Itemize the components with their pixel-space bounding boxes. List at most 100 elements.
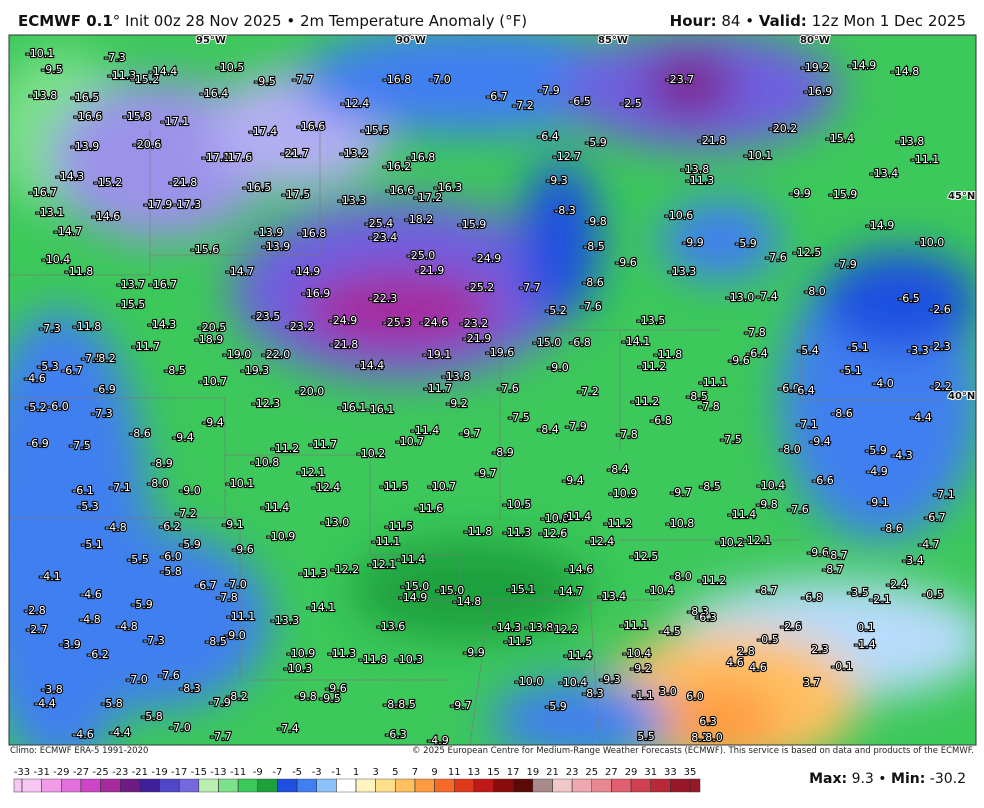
anomaly-label: -6.4	[746, 347, 767, 360]
anomaly-label: -7.5	[720, 433, 741, 446]
anomaly-label: -8.3	[687, 605, 708, 618]
anomaly-label: -9.7	[475, 467, 496, 480]
anomaly-label: -9.3	[599, 673, 620, 686]
anomaly-label: -1.4	[854, 638, 875, 651]
anomaly-label: -13.9	[255, 226, 283, 239]
anomaly-label: -15.6	[191, 243, 219, 256]
anomaly-label: -24.6	[420, 316, 448, 329]
anomaly-label: -11.2	[271, 442, 299, 455]
anomaly-label: -4.4	[109, 726, 130, 739]
colorbar-cell	[178, 778, 200, 793]
anomaly-label: -9.4	[172, 431, 193, 444]
anomaly-label: -5.1	[840, 364, 861, 377]
colorbar-tick-label: -25	[92, 767, 108, 778]
anomaly-label: -3.3	[907, 344, 928, 357]
colorbar-cell	[139, 778, 160, 793]
colorbar-tick-label: 15	[487, 767, 500, 778]
anomaly-label: -14.7	[54, 225, 82, 238]
colorbar-cell	[159, 778, 180, 793]
colorbar-tick-label: -19	[151, 767, 167, 778]
anomaly-label: -12.5	[630, 550, 658, 563]
anomaly-label: -7.4	[756, 290, 777, 303]
anomaly-label: -15.5	[361, 124, 389, 137]
colorbar-tick-label: 17	[507, 767, 520, 778]
anomaly-label: -4.3	[891, 449, 912, 462]
colorbar-tick-label: 21	[546, 767, 559, 778]
anomaly-label: -2.8	[24, 604, 45, 617]
colorbar-tick-label: -1	[331, 767, 341, 778]
anomaly-label: 0.1	[857, 621, 875, 634]
anomaly-label: -14.6	[92, 210, 120, 223]
anomaly-label: -17.1	[202, 151, 230, 164]
anomaly-label: -9.9	[789, 187, 810, 200]
anomaly-label: -9.2	[630, 662, 651, 675]
anomaly-label: -5.9	[179, 538, 200, 551]
anomaly-label: -6.2	[87, 648, 108, 661]
colorbar-tick-label: 35	[684, 767, 697, 778]
anomaly-label: -13.8	[442, 370, 470, 383]
anomaly-label: -8.0	[147, 477, 168, 490]
anomaly-label: -8.6	[831, 407, 852, 420]
colorbar-cell	[454, 778, 475, 793]
anomaly-label: -8.0	[670, 570, 691, 583]
anomaly-label: -6.3	[385, 728, 406, 741]
colorbar-tick-label: 1	[353, 767, 359, 778]
anomaly-label: -10.0	[916, 236, 944, 249]
colorbar-tick-label: -3	[312, 767, 322, 778]
colorbar-cell	[532, 778, 553, 793]
colorbar-tick-label: -31	[33, 767, 49, 778]
anomaly-label: -16.2	[383, 160, 411, 173]
colorbar-cell	[257, 778, 278, 793]
anomaly-label: -5.1	[81, 538, 102, 551]
anomaly-label: -6.8	[650, 414, 671, 427]
anomaly-label: -11.4	[564, 649, 592, 662]
anomaly-label: -11.7	[424, 382, 452, 395]
anomaly-label: -16.6	[386, 184, 414, 197]
anomaly-label: -7.0	[429, 73, 450, 86]
anomaly-label: -10.0	[515, 675, 543, 688]
coord-label: 45°N	[948, 191, 975, 202]
anomaly-label: -9.8	[756, 498, 777, 511]
anomaly-label: -16.1	[338, 401, 366, 414]
anomaly-label: -11.5	[385, 520, 413, 533]
anomaly-label: -22.0	[262, 348, 290, 361]
anomaly-label: -5.3	[37, 360, 58, 373]
anomaly-label: -10.9	[609, 487, 637, 500]
anomaly-label: -6.7	[924, 511, 945, 524]
anomaly-label: -6.0	[160, 550, 181, 563]
anomaly-label: -2.3	[929, 340, 950, 353]
colorbar-cell	[355, 778, 376, 793]
anomaly-label: -10.4	[757, 479, 785, 492]
anomaly-label: -19.1	[423, 348, 451, 361]
anomaly-label: -19.2	[801, 61, 829, 74]
anomaly-label: -13.2	[340, 147, 368, 160]
anomaly-label: -9.5	[41, 63, 62, 76]
colorbar: -33 -31 -29 -27 -25 -23 -21 -19 -17 -15 -13 -11 -9 -7…	[13, 767, 701, 793]
anomaly-label: -5.2	[25, 401, 46, 414]
anomaly-label: -5.8	[160, 565, 181, 578]
anomaly-label: -10.5	[503, 498, 531, 511]
anomaly-label: -11.1	[227, 610, 255, 623]
anomaly-label: -10.7	[428, 480, 456, 493]
anomaly-label: -6.7	[195, 579, 216, 592]
anomaly-label: -7.9	[538, 84, 559, 97]
anomaly-label: -8.5	[205, 635, 226, 648]
anomaly-label: -13.8	[896, 135, 924, 148]
anomaly-label: -10.4	[42, 253, 70, 266]
colorbar-cell	[611, 778, 632, 793]
colorbar-cap	[13, 778, 23, 793]
anomaly-label: -3.9	[59, 638, 80, 651]
anomaly-label: -10.8	[541, 512, 569, 525]
anomaly-label: -8.9	[492, 446, 513, 459]
anomaly-label: -2.6	[929, 303, 950, 316]
colorbar-cell	[80, 778, 101, 793]
anomaly-label: -5.5	[127, 553, 148, 566]
anomaly-label: -16.3	[434, 181, 462, 194]
anomaly-label: -7.7	[519, 281, 540, 294]
anomaly-label: 3.0	[659, 685, 677, 698]
anomaly-label: -9.3	[546, 174, 567, 187]
anomaly-label: -7.3	[143, 634, 164, 647]
colorbar-cell	[395, 778, 416, 793]
